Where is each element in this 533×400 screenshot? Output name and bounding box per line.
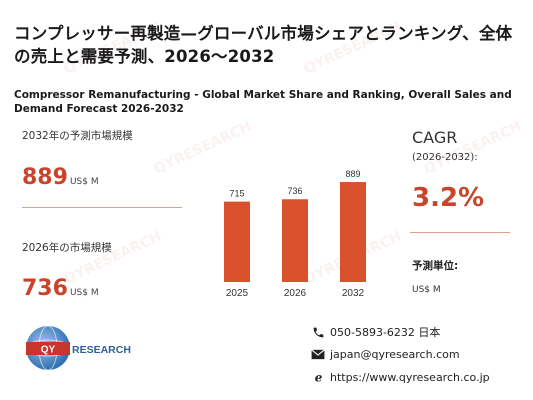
forecast-label: 2032年の予測市場規模 xyxy=(22,130,133,142)
browser-icon: e xyxy=(310,370,326,384)
bar-2025 xyxy=(224,201,250,282)
current-value-block: 736 US$ M xyxy=(22,276,99,301)
phone-icon xyxy=(310,325,326,339)
divider xyxy=(22,207,182,208)
forecast-value: 889 xyxy=(22,165,68,190)
svg-text:QY: QY xyxy=(41,345,56,356)
qyresearch-logo: QY RESEARCH xyxy=(25,325,131,371)
data-label-2032: 889 xyxy=(345,169,360,179)
contact-email: japan@qyresearch.com xyxy=(310,347,460,361)
bar-2026 xyxy=(282,199,308,282)
unit-label: 予測単位: xyxy=(412,260,459,272)
x-tick-label-2026: 2026 xyxy=(284,288,307,299)
phone-text: 050-5893-6232 日本 xyxy=(330,326,441,339)
data-label-2026: 736 xyxy=(287,186,302,196)
x-tick-label-2032: 2032 xyxy=(342,288,365,299)
bar-2032 xyxy=(340,182,366,282)
x-tick-label-2025: 2025 xyxy=(226,288,249,299)
page-title: コンプレッサー再製造—グローバル市場シェアとランキング、全体の売上と需要予測、2… xyxy=(14,24,513,66)
data-label-2025: 715 xyxy=(229,189,244,199)
cagr-title: CAGR xyxy=(412,128,458,147)
cagr-value: 3.2% xyxy=(412,183,485,213)
page-subtitle: Compressor Remanufacturing - Global Mark… xyxy=(14,89,512,115)
email-link[interactable]: japan@qyresearch.com xyxy=(330,347,460,361)
svg-text:e: e xyxy=(314,371,322,384)
current-label: 2026年の市場規模 xyxy=(22,242,112,254)
unit-value: US$ M xyxy=(412,285,441,295)
contact-web: e https://www.qyresearch.co.jp xyxy=(310,370,490,384)
mail-icon xyxy=(310,347,326,361)
current-value: 736 xyxy=(22,276,68,301)
contact-phone: 050-5893-6232 日本 xyxy=(310,324,440,340)
svg-text:RESEARCH: RESEARCH xyxy=(72,344,131,356)
website-link[interactable]: https://www.qyresearch.co.jp xyxy=(330,370,490,384)
divider xyxy=(410,232,510,233)
cagr-period: (2026-2032): xyxy=(412,152,478,163)
forecast-value-block: 889 US$ M xyxy=(22,165,99,190)
current-unit: US$ M xyxy=(69,288,99,298)
forecast-unit: US$ M xyxy=(69,177,99,187)
market-size-bar-chart: 715 2025 736 2026 889 2032 xyxy=(224,169,366,299)
